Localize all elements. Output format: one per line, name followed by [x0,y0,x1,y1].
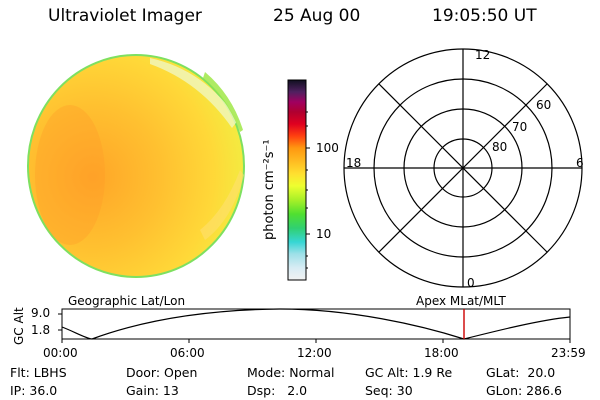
info-door: Door: Open [126,365,198,380]
timeline-ytick-1-8: 1.8 [31,323,51,337]
info-gain: Gain: 13 [126,383,179,398]
polar-grid [343,48,583,288]
mlt-label-6: 6 [576,156,584,170]
info-ip: IP: 36.0 [10,383,58,398]
timeline-y-label: GC Alt [12,307,26,345]
mlt-label-12: 12 [475,48,491,62]
timeline-xtick-2359: 23:59 [551,346,586,360]
mlt-label-18: 18 [346,156,362,170]
timeline-left-title: Geographic Lat/Lon [68,294,186,308]
lat-label-70: 70 [512,120,528,134]
info-gc-alt: GC Alt: 1.9 Re [365,365,453,380]
info-mode: Mode: Normal [247,365,335,380]
colorbar-unit-label: photon cm⁻²s⁻¹ [262,139,277,240]
timeline-xtick-0600: 06:00 [170,346,205,360]
image-date: 25 Aug 00 [273,6,361,26]
lat-label-60: 60 [536,98,552,112]
lat-label-80: 80 [492,140,508,154]
intensity-colorbar [287,79,307,281]
altitude-curve [61,308,571,340]
timeline-xtick-0000: 00:00 [43,346,78,360]
uv-earth-image [27,54,245,278]
info-glat: GLat: 20.0 [486,365,556,380]
imager-title: Ultraviolet Imager [48,6,202,26]
info-seq: Seq: 30 [365,383,413,398]
colorbar-tick-100: 100 [316,141,339,155]
image-time: 19:05:50 UT [432,6,537,26]
mlt-label-0: 0 [467,276,475,290]
info-glon: GLon: 286.6 [486,383,562,398]
altitude-timeline [58,308,571,343]
info-dsp: Dsp: 2.0 [247,383,308,398]
timeline-right-title: Apex MLat/MLT [416,294,506,308]
timeline-xtick-1800: 18:00 [424,346,459,360]
colorbar-tick-10: 10 [316,227,332,241]
timeline-ytick-9: 9.0 [31,306,51,320]
timeline-xtick-1200: 12:00 [297,346,332,360]
colorbar-ticks [306,111,310,269]
info-filter: Flt: LBHS [10,365,67,380]
